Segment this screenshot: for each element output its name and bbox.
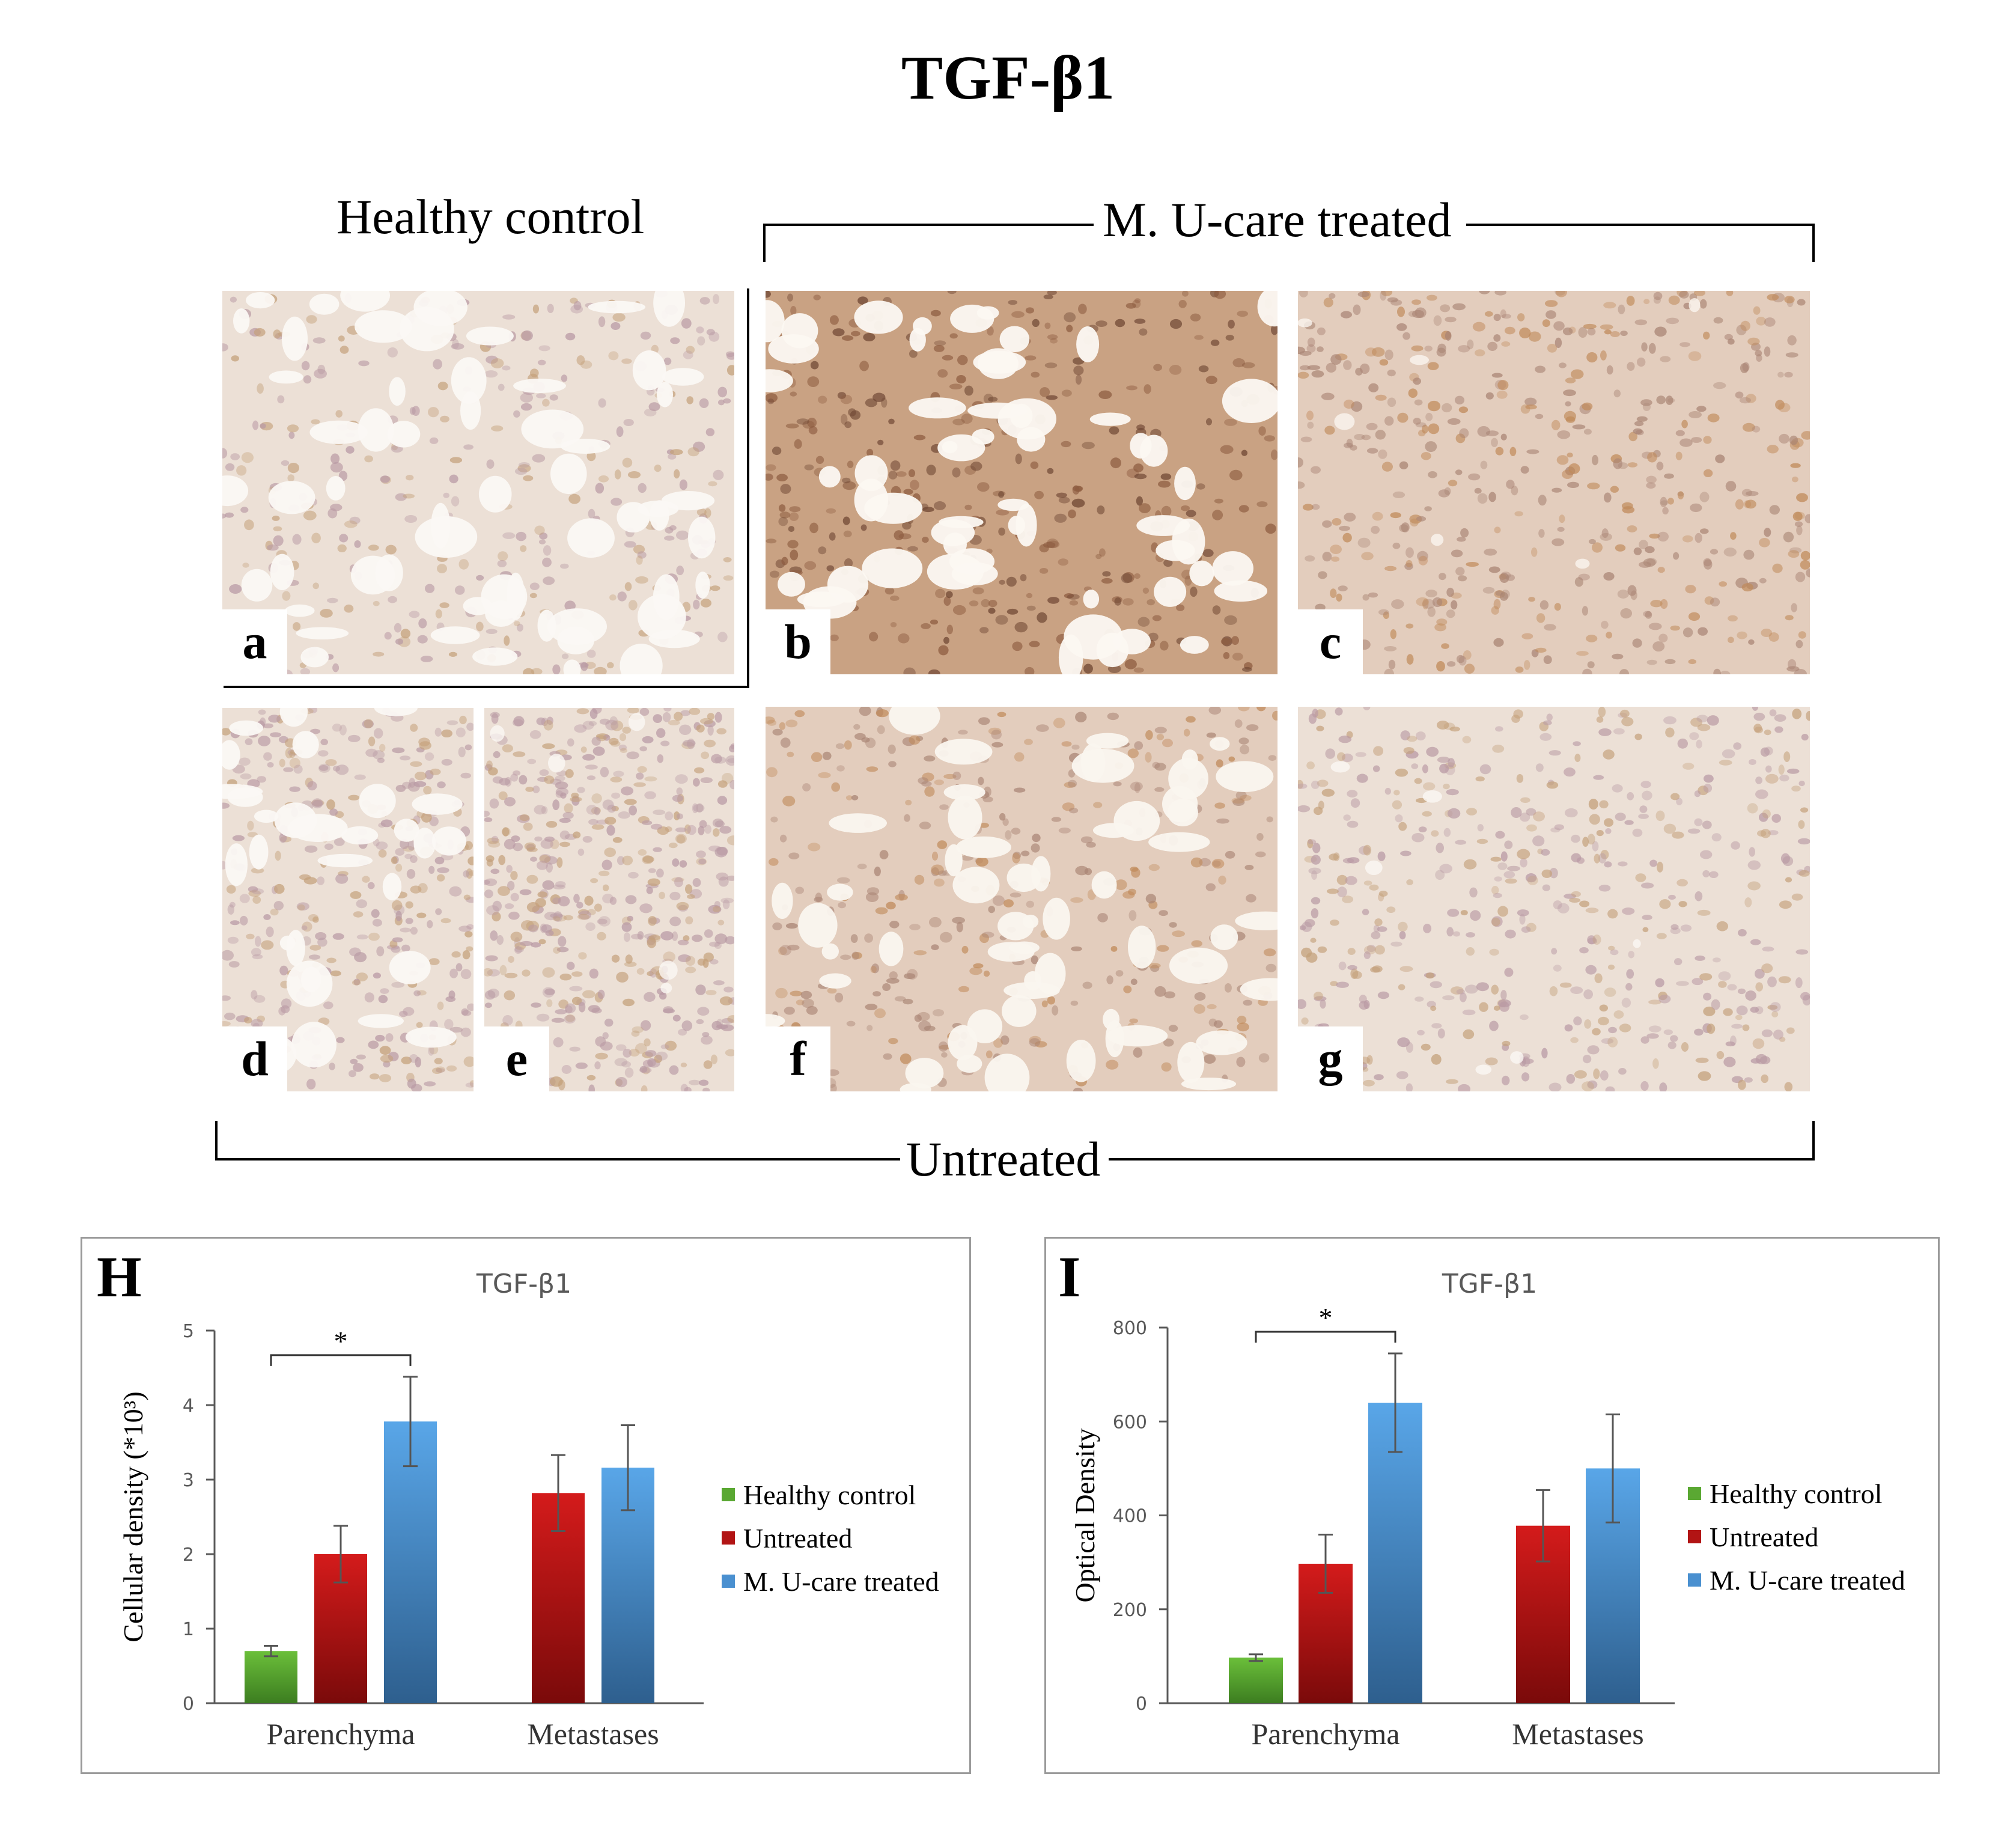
panel-letter-e: e <box>484 1026 549 1091</box>
legend-label: Untreated <box>1710 1521 1819 1552</box>
x-category-label: Metastases <box>1512 1717 1643 1751</box>
panel-letter-g: g <box>1298 1026 1363 1091</box>
panel-letter-d: d <box>222 1026 287 1091</box>
y-tick-label: 200 <box>1113 1600 1147 1621</box>
error-bar <box>551 1454 565 1533</box>
chart-title: TGF-β1 <box>1442 1269 1537 1299</box>
chart-title: TGF-β1 <box>476 1269 571 1299</box>
legend-label: M. U-care treated <box>743 1566 939 1597</box>
y-tick-label: 800 <box>1113 1318 1147 1339</box>
micrograph-panel-d: d <box>222 708 474 1091</box>
treated-label: M. U-care treated <box>1103 192 1452 247</box>
legend-swatch-treated <box>722 1575 735 1588</box>
y-tick-label: 1 <box>183 1619 194 1640</box>
legend-item-treated: M. U-care treated <box>722 1560 939 1603</box>
micrograph-panel-g: g <box>1298 707 1810 1091</box>
y-tick-label: 3 <box>183 1470 194 1491</box>
error-bar <box>333 1525 348 1584</box>
panel-letter-a: a <box>222 609 287 674</box>
untreated-label: Untreated <box>906 1132 1101 1186</box>
legend-swatch-treated <box>1688 1573 1701 1587</box>
bar-parenchyma-healthy-control <box>1229 1658 1283 1703</box>
significance-marker: * <box>334 1326 348 1356</box>
chart-panel-h: H TGF-β1 0 1 2 3 4 5 Cellular density (*10³) Par… <box>81 1237 971 1774</box>
error-bar <box>1606 1414 1620 1523</box>
y-axis-label: Optical Density <box>1070 1429 1100 1603</box>
micrograph-panel-e: e <box>484 708 734 1091</box>
panel-letter-f: f <box>766 1026 830 1091</box>
figure-title: TGF-β1 <box>901 43 1115 112</box>
legend-swatch-untreated <box>1688 1530 1701 1543</box>
chart-i-plot: TGF-β1 0 200 400 600 800 Optical Density Parenc… <box>1070 1269 1675 1751</box>
legend-label: Untreated <box>743 1522 853 1554</box>
micrograph-panel-f: f <box>766 707 1278 1091</box>
chart-letter-i: I <box>1058 1245 1081 1309</box>
legend-label: Healthy control <box>743 1479 916 1510</box>
legend-item-untreated: Untreated <box>1688 1515 1905 1558</box>
micrograph-c-image <box>1298 291 1810 674</box>
error-bar <box>264 1645 278 1658</box>
micrograph-b-image <box>766 291 1278 674</box>
micrograph-f-image <box>766 707 1278 1091</box>
y-tick-label: 0 <box>1136 1694 1147 1715</box>
error-bar <box>1536 1489 1550 1563</box>
micrograph-panel-c: c <box>1298 291 1810 674</box>
legend-swatch-healthy <box>1688 1487 1701 1500</box>
bar-parenchyma-healthy-control <box>245 1651 297 1703</box>
chart-h-plot: TGF-β1 0 1 2 3 4 5 Cellular density (*10³) Paren… <box>118 1269 704 1751</box>
y-tick-label: 0 <box>183 1694 194 1715</box>
legend-item-healthy-control: Healthy control <box>722 1473 939 1516</box>
bar-parenchyma-m-u-care-treated <box>384 1421 437 1703</box>
panel-letter-c: c <box>1298 609 1363 674</box>
micrograph-panel-a: a <box>222 291 734 674</box>
legend-item-untreated: Untreated <box>722 1516 939 1560</box>
significance-bracket <box>270 1354 412 1366</box>
y-tick-label: 2 <box>183 1545 194 1566</box>
x-category-label: Parenchyma <box>266 1717 415 1751</box>
error-bar <box>621 1424 635 1511</box>
legend-item-healthy-control: Healthy control <box>1688 1472 1905 1515</box>
micrograph-g-image <box>1298 707 1810 1091</box>
x-category-label: Metastases <box>527 1717 659 1751</box>
significance-bracket <box>1255 1331 1396 1343</box>
error-bar <box>1249 1653 1263 1662</box>
legend-item-treated: M. U-care treated <box>1688 1558 1905 1602</box>
legend-swatch-healthy <box>722 1488 735 1501</box>
y-tick-label: 4 <box>183 1395 194 1417</box>
healthy-control-label: Healthy control <box>337 189 645 244</box>
significance-marker: * <box>1319 1302 1333 1333</box>
error-bar <box>403 1376 418 1468</box>
micrograph-a-image <box>222 291 734 674</box>
x-category-label: Parenchyma <box>1251 1717 1399 1751</box>
y-tick-label: 400 <box>1113 1506 1147 1527</box>
y-axis-label: Cellular density (*10³) <box>118 1391 148 1642</box>
legend-label: Healthy control <box>1710 1478 1883 1509</box>
chart-h-legend: Healthy control Untreated M. U-care trea… <box>722 1473 939 1603</box>
legend-swatch-untreated <box>722 1531 735 1545</box>
error-bar <box>1318 1534 1333 1594</box>
y-tick-label: 5 <box>183 1321 194 1342</box>
chart-panel-i: I TGF-β1 0 200 400 600 800 Optical Density Pare… <box>1044 1237 1940 1774</box>
panel-letter-b: b <box>766 609 830 674</box>
y-tick-label: 600 <box>1113 1412 1147 1433</box>
error-bar <box>1388 1352 1402 1453</box>
micrograph-panel-b: b <box>766 291 1278 674</box>
chart-i-legend: Healthy control Untreated M. U-care trea… <box>1688 1472 1905 1602</box>
chart-letter-h: H <box>97 1245 142 1309</box>
legend-label: M. U-care treated <box>1710 1564 1905 1596</box>
